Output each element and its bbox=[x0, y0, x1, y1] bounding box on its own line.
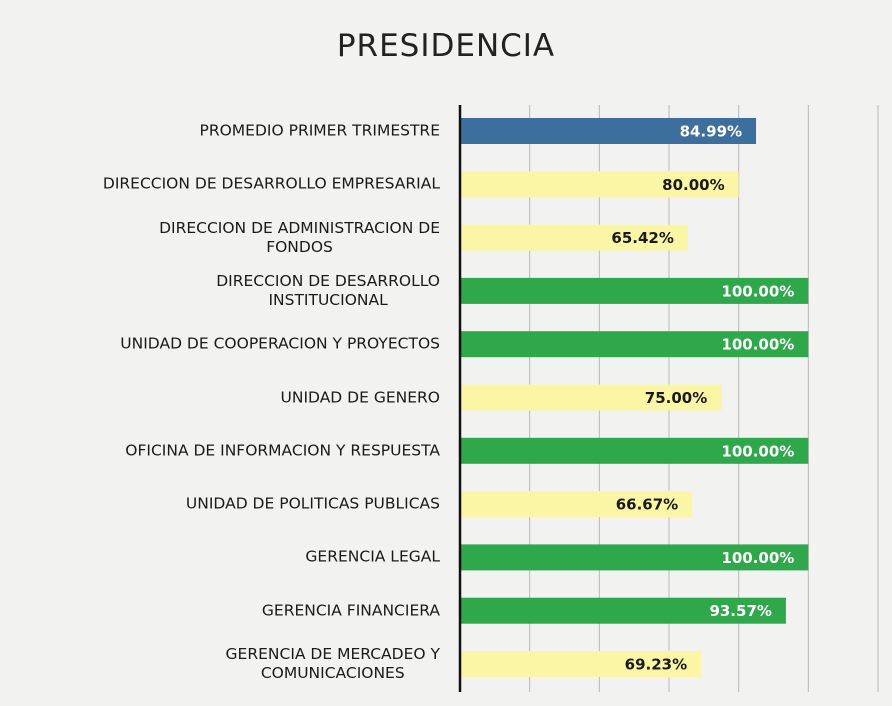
value-label: 80.00% bbox=[662, 176, 724, 194]
value-label: 93.57% bbox=[709, 602, 771, 620]
value-label: 65.42% bbox=[611, 229, 673, 247]
category-label: UNIDAD DE GENERO bbox=[280, 388, 440, 406]
chart-title: PRESIDENCIA bbox=[336, 28, 556, 64]
bar bbox=[460, 171, 739, 198]
value-label: 75.00% bbox=[645, 389, 707, 407]
bar bbox=[460, 651, 702, 677]
value-label: 100.00% bbox=[721, 549, 794, 567]
bar bbox=[460, 277, 809, 304]
bar bbox=[460, 491, 693, 518]
bar bbox=[460, 437, 809, 464]
bar bbox=[460, 544, 809, 571]
category-label: GERENCIA DE MERCADEO Y COMUNICACIONES bbox=[225, 645, 440, 682]
value-label: 100.00% bbox=[721, 442, 794, 460]
value-label: 84.99% bbox=[680, 123, 742, 141]
category-label: UNIDAD DE POLITICAS PUBLICAS bbox=[185, 494, 440, 513]
value-label: 66.67% bbox=[616, 496, 678, 514]
category-label: DIRECCION DE ADMINISTRACION DE FONDOS bbox=[159, 218, 440, 256]
category-label: GERENCIA LEGAL bbox=[305, 547, 440, 566]
category-label: UNIDAD DE COOPERACION Y PROYECTOS bbox=[120, 334, 440, 353]
category-label: DIRECCION DE DESARROLLO EMPRESARIAL bbox=[102, 174, 440, 193]
value-label: 100.00% bbox=[721, 282, 794, 300]
bar bbox=[460, 331, 809, 358]
bar bbox=[460, 224, 688, 251]
category-label: DIRECCION DE DESARROLLO INSTITUCIONAL bbox=[216, 271, 440, 309]
category-label: OFICINA DE INFORMACION Y RESPUESTA bbox=[125, 441, 440, 460]
bar bbox=[460, 118, 757, 144]
value-label: 69.23% bbox=[625, 656, 687, 674]
value-label: 100.00% bbox=[721, 336, 794, 354]
bar bbox=[460, 597, 786, 624]
category-label: GERENCIA FINANCIERA bbox=[261, 601, 440, 620]
bar bbox=[460, 384, 722, 411]
category-label: PROMEDIO PRIMER TRIMESTRE bbox=[199, 121, 440, 140]
